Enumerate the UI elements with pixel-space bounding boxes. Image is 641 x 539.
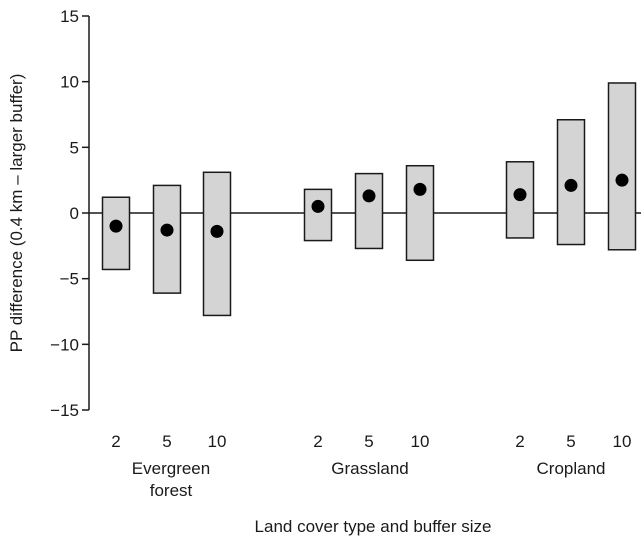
point-marker	[413, 182, 427, 196]
y-axis-title: PP difference (0.4 km – larger buffer)	[7, 74, 26, 353]
x-axis-title: Land cover type and buffer size	[255, 517, 492, 536]
buffer-size-label: 5	[566, 432, 575, 451]
buffer-size-label: 2	[515, 432, 524, 451]
range-box	[303, 188, 333, 242]
buffer-size-label: 5	[162, 432, 171, 451]
buffer-size-label: 5	[364, 432, 373, 451]
point-marker	[615, 173, 629, 187]
group-label: Grassland	[331, 459, 408, 478]
group-label: Cropland	[537, 459, 606, 478]
point-marker	[513, 188, 527, 202]
group-label: Evergreen	[132, 459, 210, 478]
y-tick-label: 10	[60, 73, 79, 92]
y-tick-label: 15	[60, 7, 79, 26]
buffer-size-label: 10	[411, 432, 430, 451]
range-box	[354, 172, 384, 250]
range-box	[607, 82, 637, 251]
range-box	[405, 164, 435, 262]
y-tick-label: −5	[60, 270, 79, 289]
point-marker	[311, 199, 325, 213]
buffer-size-label: 10	[208, 432, 227, 451]
y-axis-ticks: 15 10 5 0 −5 −10 −15	[50, 7, 89, 420]
point-marker	[362, 189, 376, 203]
y-tick-label: −15	[50, 401, 79, 420]
y-tick-label: −10	[50, 335, 79, 354]
y-tick-label: 5	[70, 138, 79, 157]
buffer-size-label: 2	[313, 432, 322, 451]
point-marker	[210, 224, 224, 238]
point-markers	[109, 173, 629, 238]
y-tick-label: 0	[70, 204, 79, 223]
point-marker	[109, 219, 123, 233]
buffer-size-label: 10	[613, 432, 632, 451]
point-marker	[160, 223, 174, 237]
group-label: forest	[150, 481, 193, 500]
range-box	[202, 171, 232, 317]
range-box	[101, 196, 131, 271]
buffer-size-label: 2	[111, 432, 120, 451]
point-marker	[564, 178, 578, 192]
range-box	[152, 184, 182, 294]
